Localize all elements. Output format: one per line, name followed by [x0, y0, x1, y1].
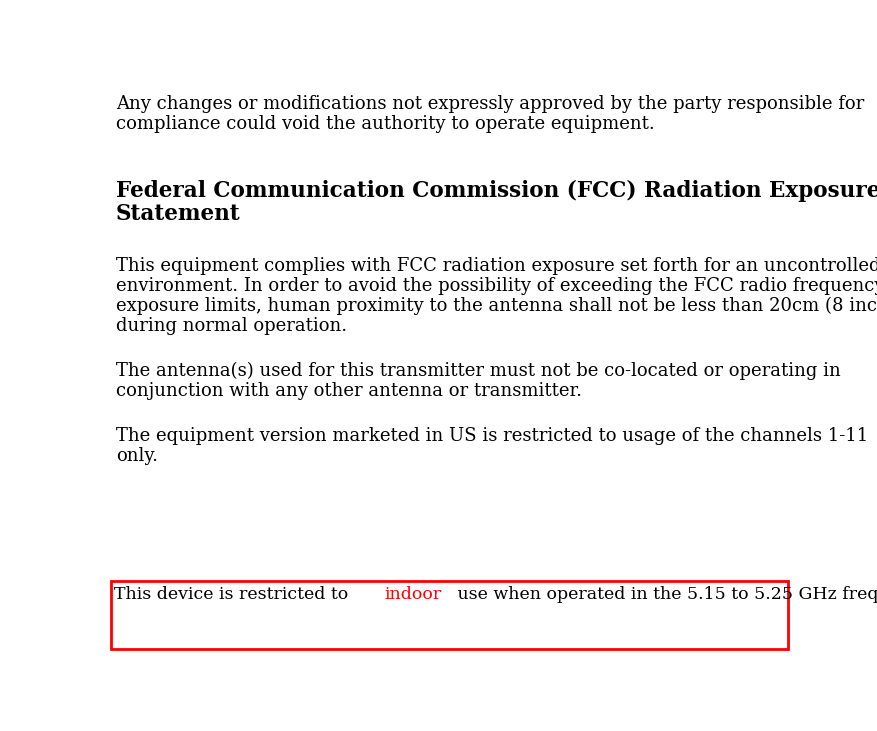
Text: exposure limits, human proximity to the antenna shall not be less than 20cm (8 i: exposure limits, human proximity to the … [116, 298, 877, 315]
Text: This equipment complies with FCC radiation exposure set forth for an uncontrolle: This equipment complies with FCC radiati… [116, 257, 877, 275]
Text: use when operated in the 5.15 to 5.25 GHz frequency range.: use when operated in the 5.15 to 5.25 GH… [452, 586, 877, 603]
Text: This device is restricted to: This device is restricted to [114, 586, 353, 603]
Text: only.: only. [116, 447, 158, 464]
Bar [111, 581, 787, 649]
Text: indoor: indoor [384, 586, 441, 603]
Text: during normal operation.: during normal operation. [116, 317, 346, 336]
Text: The antenna(s) used for this transmitter must not be co-located or operating in: The antenna(s) used for this transmitter… [116, 362, 840, 380]
Text: Any changes or modifications not expressly approved by the party responsible for: Any changes or modifications not express… [116, 96, 863, 113]
Text: conjunction with any other antenna or transmitter.: conjunction with any other antenna or tr… [116, 382, 581, 400]
Text: Federal Communication Commission (FCC) Radiation Exposure: Federal Communication Commission (FCC) R… [116, 180, 877, 202]
Text: environment. In order to avoid the possibility of exceeding the FCC radio freque: environment. In order to avoid the possi… [116, 277, 877, 295]
Text: compliance could void the authority to operate equipment.: compliance could void the authority to o… [116, 115, 654, 134]
Text: The equipment version marketed in US is restricted to usage of the channels 1-11: The equipment version marketed in US is … [116, 426, 867, 444]
Text: Statement: Statement [116, 203, 240, 225]
